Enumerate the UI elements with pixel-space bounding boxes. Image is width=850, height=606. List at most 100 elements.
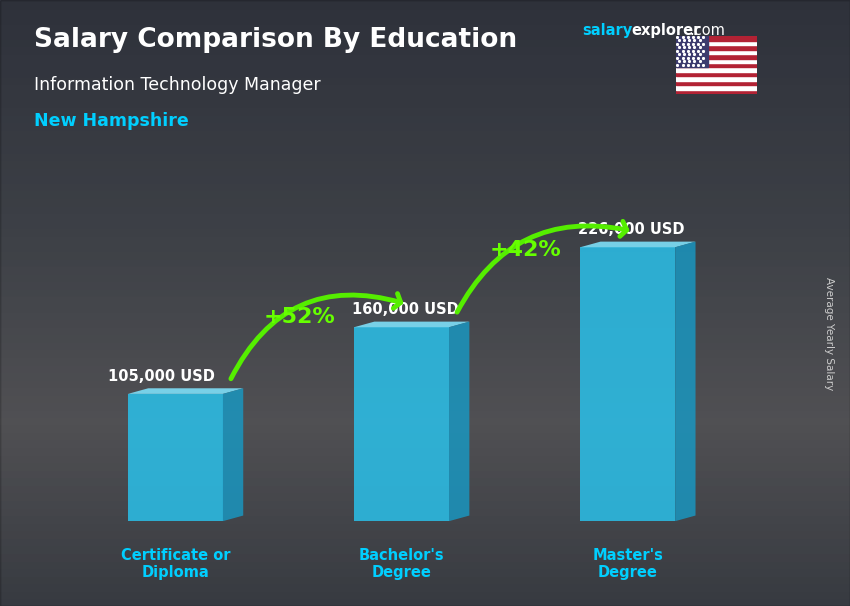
Bar bbox=[0, 462, 850, 470]
Text: +42%: +42% bbox=[490, 240, 562, 260]
Bar bbox=[0, 341, 850, 348]
Bar bbox=[0, 159, 850, 167]
Bar bbox=[0, 591, 850, 599]
Bar bbox=[0, 379, 850, 387]
Bar bbox=[676, 72, 756, 76]
Bar bbox=[0, 175, 850, 182]
Bar bbox=[0, 212, 850, 220]
Bar bbox=[0, 258, 850, 265]
Bar bbox=[0, 53, 850, 61]
FancyArrowPatch shape bbox=[457, 221, 626, 312]
Bar bbox=[0, 394, 850, 401]
Bar bbox=[0, 84, 850, 91]
Bar bbox=[0, 152, 850, 159]
Bar bbox=[0, 167, 850, 175]
Bar bbox=[0, 23, 850, 30]
Bar bbox=[0, 303, 850, 310]
Bar bbox=[0, 121, 850, 129]
Bar bbox=[676, 41, 756, 45]
Bar bbox=[0, 348, 850, 356]
Bar bbox=[676, 76, 756, 81]
Bar bbox=[676, 36, 756, 41]
Bar bbox=[0, 0, 850, 7]
Bar bbox=[0, 508, 850, 515]
Bar bbox=[0, 326, 850, 333]
Bar bbox=[0, 478, 850, 485]
Bar bbox=[676, 67, 756, 72]
Bar bbox=[0, 182, 850, 189]
Bar bbox=[0, 8, 850, 15]
Bar bbox=[0, 538, 850, 545]
Bar bbox=[0, 136, 850, 144]
Bar bbox=[0, 522, 850, 530]
Bar bbox=[0, 401, 850, 409]
Text: 105,000 USD: 105,000 USD bbox=[108, 369, 214, 384]
Polygon shape bbox=[449, 322, 469, 521]
Bar bbox=[676, 90, 756, 94]
Text: Master's
Degree: Master's Degree bbox=[592, 548, 663, 580]
Polygon shape bbox=[223, 388, 243, 521]
Bar bbox=[0, 38, 850, 45]
Bar bbox=[0, 387, 850, 394]
Polygon shape bbox=[354, 322, 469, 327]
Bar bbox=[676, 63, 756, 67]
Text: Information Technology Manager: Information Technology Manager bbox=[34, 76, 320, 94]
Bar bbox=[0, 15, 850, 22]
Text: 226,000 USD: 226,000 USD bbox=[578, 222, 684, 238]
Bar bbox=[0, 599, 850, 606]
Bar bbox=[0, 204, 850, 212]
Polygon shape bbox=[581, 242, 695, 247]
Bar bbox=[676, 45, 756, 50]
Bar bbox=[0, 424, 850, 431]
Bar bbox=[0, 500, 850, 508]
Bar bbox=[0, 439, 850, 447]
Bar bbox=[0, 447, 850, 454]
Polygon shape bbox=[128, 388, 243, 394]
Bar bbox=[676, 36, 708, 67]
Bar bbox=[0, 409, 850, 417]
Text: Salary Comparison By Education: Salary Comparison By Education bbox=[34, 27, 517, 53]
Text: explorer: explorer bbox=[632, 23, 701, 38]
Bar bbox=[0, 197, 850, 205]
Polygon shape bbox=[128, 394, 223, 521]
Bar bbox=[0, 242, 850, 250]
Bar bbox=[0, 68, 850, 76]
Bar bbox=[0, 364, 850, 371]
Bar bbox=[0, 76, 850, 83]
Bar bbox=[0, 280, 850, 288]
Bar bbox=[0, 288, 850, 296]
Bar bbox=[0, 106, 850, 114]
Polygon shape bbox=[581, 247, 675, 521]
Bar bbox=[0, 220, 850, 227]
Bar bbox=[0, 470, 850, 478]
Bar bbox=[0, 485, 850, 492]
Bar bbox=[0, 492, 850, 500]
Bar bbox=[0, 583, 850, 591]
Bar bbox=[0, 431, 850, 439]
Bar bbox=[0, 235, 850, 242]
Bar bbox=[0, 568, 850, 576]
Bar bbox=[676, 59, 756, 63]
Bar bbox=[0, 128, 850, 136]
Bar bbox=[0, 530, 850, 538]
Bar bbox=[0, 45, 850, 53]
Bar bbox=[0, 576, 850, 583]
Text: Certificate or
Diploma: Certificate or Diploma bbox=[121, 548, 230, 580]
Bar bbox=[0, 265, 850, 273]
Text: +52%: +52% bbox=[264, 307, 336, 327]
FancyArrowPatch shape bbox=[231, 294, 400, 379]
Bar bbox=[0, 454, 850, 462]
Bar bbox=[676, 81, 756, 85]
Text: 160,000 USD: 160,000 USD bbox=[352, 302, 458, 318]
Bar bbox=[0, 114, 850, 121]
Bar bbox=[676, 54, 756, 59]
Bar bbox=[0, 227, 850, 235]
Bar bbox=[0, 371, 850, 379]
Text: Average Yearly Salary: Average Yearly Salary bbox=[824, 277, 834, 390]
Bar bbox=[0, 250, 850, 258]
Bar bbox=[0, 515, 850, 522]
Bar bbox=[0, 333, 850, 341]
Bar bbox=[676, 85, 756, 90]
Bar bbox=[676, 50, 756, 54]
Bar bbox=[0, 545, 850, 553]
